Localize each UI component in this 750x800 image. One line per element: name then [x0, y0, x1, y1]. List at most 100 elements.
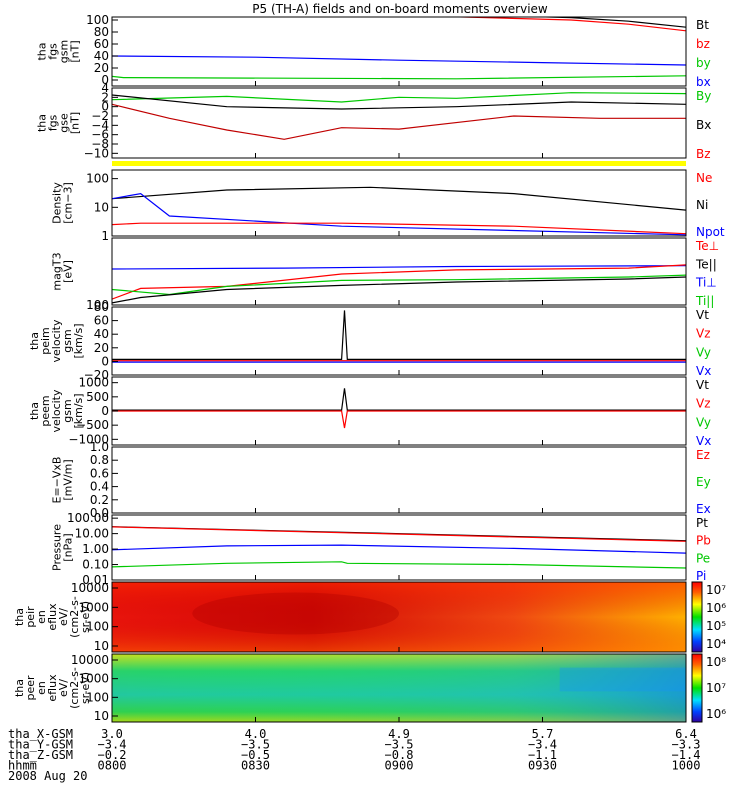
footer-value: 0900: [385, 759, 414, 773]
y-tick-label: −2: [91, 109, 109, 123]
y-tick-label: −1000: [68, 432, 109, 446]
legend-By: By: [696, 89, 711, 103]
footer-value: 4.9: [388, 727, 410, 741]
panel-frame: [111, 514, 687, 581]
series-Ni: [112, 186, 686, 211]
y-tick-label: 10: [94, 200, 109, 214]
footer-value: −3.4: [98, 738, 127, 752]
y-tick-label: 20: [94, 61, 109, 75]
panel-frame: [111, 87, 687, 159]
y-tick-label: 1.0: [90, 440, 109, 454]
footer-value: −3.4: [528, 738, 557, 752]
legend-Vx: Vx: [696, 434, 711, 448]
y-axis-label: Density[cm−3]: [51, 182, 75, 224]
y-tick-label: 2: [101, 90, 109, 104]
panel-frame: [111, 169, 687, 237]
y-tick-label: −500: [76, 418, 109, 432]
y-tick-label: 100: [86, 620, 109, 634]
legend-Vx: Vx: [696, 364, 711, 378]
legend-Ne: Ne: [696, 171, 712, 185]
series-Vt: [112, 310, 686, 360]
colorbar-label: 10⁵: [706, 619, 726, 633]
series-Ne: [112, 222, 686, 235]
legend-Bx: Bx: [696, 118, 711, 132]
panel-E_vxb: 1.00.80.60.40.20.0 E=−VxB[mV/m] Ez Ey Ex: [51, 440, 711, 520]
legend-Ni: Ni: [696, 198, 708, 212]
y-tick-label: 0.0: [90, 506, 109, 520]
y-axis-label: thafgsgse[nT]: [36, 112, 82, 134]
y-tick-label: 20: [94, 341, 109, 355]
legend-Vy: Vy: [696, 345, 711, 359]
y-tick-label: 40: [94, 327, 109, 341]
panel-frame: [111, 306, 687, 376]
y-tick-label: −6: [91, 128, 109, 142]
panel-pressure: 100.00 10.001.00 0.100.01 Pressure[nPa] Pt Pb…: [51, 511, 711, 587]
y-tick-label: 80: [94, 300, 109, 314]
footer-value: 5.7: [532, 727, 554, 741]
legend-bz: bz: [696, 37, 710, 51]
panels: 100806040200thafgsgsm[nT]Btbzbybx420−2−4…: [13, 13, 726, 723]
panel-peem_velocity: 10005000−500−1000thapeemvelocitygsm[km/s…: [28, 376, 711, 448]
flag-bar: [112, 161, 686, 166]
y-tick-label: 60: [94, 37, 109, 51]
legend-Bz: Bz: [696, 147, 711, 161]
y-tick-label: 0.8: [90, 453, 109, 467]
spectrogram-shading: [112, 654, 686, 722]
y-tick-label: 500: [86, 390, 109, 404]
series-Te||: [112, 276, 686, 304]
legend-Pt: Pt: [696, 516, 708, 530]
series-Vz: [112, 410, 686, 429]
footer-value: 3.0: [101, 727, 123, 741]
y-tick-label: 0: [101, 404, 109, 418]
y-tick-label: −4: [91, 118, 109, 132]
colorbar: [691, 653, 703, 723]
colorbar-label: 10⁴: [706, 637, 726, 651]
panel-peer_en_eflux: 10⁸ 10⁷ 10⁶ 10000 1000 100 10thapeerenefluxeV/…: [13, 653, 726, 723]
footer-value: −1.1: [528, 748, 557, 762]
series-Pi: [112, 544, 686, 554]
series-Pe: [112, 561, 686, 569]
y-tick-label: 0.2: [90, 493, 109, 507]
y-axis-label: Pressure[nPa]: [51, 524, 75, 571]
y-tick-label: 10000: [71, 653, 109, 667]
y-tick-label: 0: [101, 100, 109, 114]
y-tick-label: 0.10: [82, 558, 109, 572]
legend-Ez: Ez: [696, 448, 710, 462]
colorbar-label: 10⁸: [706, 655, 726, 669]
y-tick-label: 4: [101, 81, 109, 95]
y-tick-label: 10.00: [75, 527, 109, 541]
footer-value: −1.4: [672, 748, 701, 762]
y-tick-label: −20: [84, 368, 109, 382]
panel-peir_en_eflux: 10⁷ 10⁶ 10⁵ 10⁴ 10000 1000 100 10thapeireneflux…: [13, 581, 726, 653]
y-tick-label: 80: [94, 25, 109, 39]
footer-value: −3.5: [385, 738, 414, 752]
series-Bz: [112, 103, 686, 140]
series-Ti⊥: [112, 265, 686, 270]
y-tick-label: 1.00: [82, 542, 109, 556]
y-tick-label: 1: [101, 229, 109, 243]
footer-label: tha_Y-GSM: [8, 738, 73, 752]
legend-Te⊥: Te⊥: [695, 239, 719, 253]
legend-Ey: Ey: [696, 475, 711, 489]
legend-Vz: Vz: [696, 397, 711, 411]
footer-value: −0.8: [385, 748, 414, 762]
y-tick-label: 40: [94, 49, 109, 63]
legend-Ti⊥: Ti⊥: [695, 276, 717, 290]
legend-Bt: Bt: [696, 18, 709, 32]
y-tick-label: −8: [91, 137, 109, 151]
spectrogram-core: [192, 592, 399, 635]
footer-label: hhmm: [8, 759, 37, 773]
series-By: [112, 92, 686, 103]
y-tick-label: 0.01: [82, 573, 109, 587]
y-axis-label: magT3[eV]: [51, 252, 75, 290]
series-bz: [442, 17, 686, 32]
footer-value: −0.2: [98, 748, 127, 762]
footer-value: 4.0: [245, 727, 267, 741]
legend-bx: bx: [696, 75, 711, 89]
legend-Vy: Vy: [696, 415, 711, 429]
y-tick-label: 1000: [78, 600, 109, 614]
footer-value: 0930: [528, 759, 557, 773]
